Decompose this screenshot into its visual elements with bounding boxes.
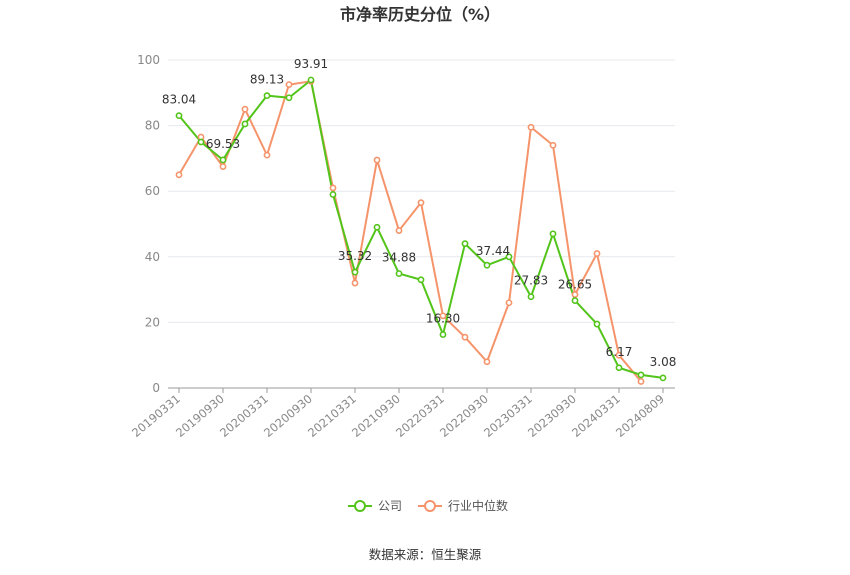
data-label: 3.08 — [650, 355, 677, 369]
data-point[interactable] — [241, 120, 249, 128]
data-point[interactable] — [285, 94, 293, 102]
data-label: 27.83 — [514, 274, 548, 288]
data-point[interactable] — [241, 105, 249, 113]
data-point[interactable] — [637, 371, 645, 379]
data-point[interactable] — [615, 364, 623, 372]
y-tick-label: 100 — [137, 53, 160, 67]
data-point[interactable] — [373, 156, 381, 164]
data-point[interactable] — [593, 250, 601, 257]
legend[interactable]: 公司 行业中位数 — [348, 498, 508, 513]
data-point[interactable] — [395, 227, 403, 234]
series-line — [178, 80, 642, 383]
data-point[interactable] — [571, 297, 579, 304]
data-point[interactable] — [637, 378, 645, 385]
legend-marker — [424, 500, 436, 512]
data-point[interactable] — [439, 312, 447, 320]
data-point[interactable] — [263, 151, 271, 159]
data-point[interactable] — [549, 230, 557, 238]
data-point[interactable] — [329, 184, 337, 192]
data-point[interactable] — [219, 156, 227, 164]
data-label: 6.17 — [606, 345, 633, 359]
legend-marker — [354, 500, 366, 512]
data-label: 26.65 — [558, 278, 592, 292]
data-point[interactable] — [549, 141, 557, 149]
y-tick-label: 60 — [145, 184, 160, 198]
data-label: 89.13 — [250, 73, 284, 87]
legend-label: 行业中位数 — [448, 498, 508, 513]
data-point[interactable] — [307, 76, 315, 84]
x-tick-label: 20240809 — [613, 392, 667, 440]
data-point[interactable] — [505, 299, 513, 307]
data-point[interactable] — [351, 268, 359, 276]
data-point[interactable] — [615, 351, 623, 359]
data-label: 93.91 — [294, 57, 328, 71]
source-note: 数据来源：恒生聚源 — [369, 547, 482, 562]
y-tick-label: 80 — [145, 119, 160, 133]
data-point[interactable] — [483, 358, 491, 366]
data-point[interactable] — [197, 138, 205, 146]
legend-label: 公司 — [378, 499, 402, 513]
data-point[interactable] — [219, 163, 227, 170]
data-point[interactable] — [329, 191, 337, 198]
data-point[interactable] — [527, 293, 535, 301]
y-tick-label: 40 — [145, 250, 160, 264]
series-layer — [175, 76, 667, 385]
data-point[interactable] — [593, 320, 601, 328]
legend-item[interactable]: 行业中位数 — [418, 498, 508, 513]
data-point[interactable] — [527, 123, 535, 131]
data-point[interactable] — [351, 279, 359, 287]
data-point[interactable] — [483, 261, 491, 269]
data-labels: 83.04 69.53 89.13 93.91 35.32 34.88 16.30 37.44… — [162, 57, 677, 369]
data-point[interactable] — [395, 270, 403, 277]
data-point[interactable] — [175, 112, 183, 120]
x-axis: 2019033120190930202003312020093020210331… — [129, 388, 667, 440]
data-label: 16.30 — [426, 312, 460, 326]
data-point[interactable] — [285, 81, 293, 88]
data-label: 34.88 — [382, 251, 416, 265]
data-point[interactable] — [461, 333, 469, 341]
data-point[interactable] — [439, 331, 447, 338]
data-point[interactable] — [417, 276, 425, 284]
data-point[interactable] — [571, 291, 579, 298]
data-label: 69.53 — [206, 137, 240, 151]
y-tick-label: 20 — [145, 315, 160, 329]
data-label: 83.04 — [162, 93, 196, 107]
data-label: 37.44 — [476, 244, 510, 258]
legend-item[interactable]: 公司 — [348, 499, 402, 513]
data-point[interactable] — [373, 223, 381, 231]
y-axis: 0 20 40 60 80 100 — [137, 53, 160, 395]
data-point[interactable] — [461, 240, 469, 248]
data-point[interactable] — [505, 253, 513, 261]
data-point[interactable] — [175, 171, 183, 179]
y-tick-label: 0 — [152, 381, 160, 395]
data-point[interactable] — [659, 374, 667, 382]
data-label: 35.32 — [338, 249, 372, 263]
data-point[interactable] — [263, 92, 271, 100]
chart-title: 市净率历史分位（%） — [340, 5, 500, 24]
data-point[interactable] — [417, 199, 425, 207]
